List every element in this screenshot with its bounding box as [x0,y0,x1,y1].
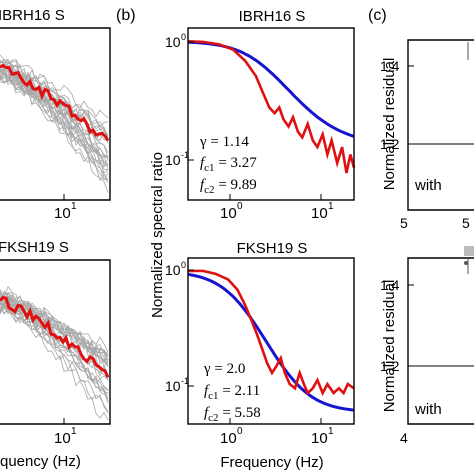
axes-frame [187,257,355,425]
x-tick-label: 5 [462,215,470,231]
y-tick-label: 1.2 [380,358,400,374]
b-y-axis-label: Normalized spectral ratio [149,152,166,318]
legend-marker [464,246,474,256]
x-tick-label: 4 [400,430,408,446]
left-x-axis-label: quency (Hz) [0,453,81,470]
x-tick-exponent: 1 [71,201,77,212]
fc2-text: fc2 = 9.89 [200,177,257,196]
c-bottom-y-axis-label: Normalized residual [381,280,398,413]
left-bottom-title: FKSH19 S [0,239,69,256]
x-tick-exponent: 0 [237,201,243,212]
x-tick-exponent: 1 [328,201,334,212]
gray-spectrum-line [0,68,109,139]
axes-frame [0,27,111,201]
gray-spectra-group [0,54,109,193]
y-tick-exponent: 0 [181,32,186,42]
c-top-inner-text: with [414,177,442,194]
y-tick-label: 10 [165,262,181,278]
x-tick-label: 10 [54,205,71,222]
panel-label-c: (c) [368,7,387,24]
observed-ratio-line [188,269,355,397]
x-tick-label: 5 [400,215,408,231]
y-tick-exponent: 0 [181,260,186,270]
gray-spectrum-line [0,290,109,368]
gray-spectra-group [0,286,109,421]
gray-spectrum-line [0,286,109,365]
y-tick-label: 10 [165,152,181,168]
panel-label-b: (b) [116,7,136,24]
fc1-text: fc1 = 3.27 [200,155,257,174]
mean-spectrum-line [0,295,110,378]
c-top-y-axis-label: Normalized residual [381,58,398,191]
gray-spectrum-line [0,72,109,159]
gamma-text: γ = 2.0 [203,361,245,377]
y-tick-label: 1.4 [380,277,400,293]
c-bottom-plot: 1.4 1.2 with 4 [380,246,474,446]
gray-spectrum-line [0,58,109,119]
gray-spectrum-line [0,305,109,414]
x-tick-exponent: 0 [237,426,243,437]
data-point [464,261,468,265]
axes-frame [187,27,355,201]
axes-frame [407,257,474,425]
c-bottom-inner-text: with [414,401,442,418]
y-tick-label: 10 [165,378,181,394]
param-box: γ = 2.0 fc1 = 2.11 fc2 = 5.58 [203,361,261,424]
x-tick-exponent: 1 [71,426,77,437]
x-tick-exponent: 1 [328,426,334,437]
axes-frame [407,39,474,211]
left-top-panel: IBRH16 S 10 1 [0,7,111,222]
y-tick-label: 1.2 [380,136,400,152]
gray-spectrum-line [0,296,109,355]
y-tick-exponent: -1 [181,150,189,160]
x-tick-label: 10 [220,205,237,222]
fc2-text: fc2 = 5.58 [204,405,261,424]
gray-spectrum-line [0,295,109,367]
b-bottom-title: FKSH19 S [237,240,308,257]
c-top-plot: 1.4 1.2 with 5 5 [380,39,474,231]
b-top-plot: IBRH16 S 10 0 10 -1 10 0 10 1 γ = 1.14 f… [165,8,356,222]
gray-spectrum-line [0,292,109,392]
gray-spectrum-line [0,69,109,193]
x-tick-label: 10 [311,205,328,222]
y-tick-label: 10 [165,34,181,50]
observed-ratio-line [187,40,356,174]
model-curve [187,40,355,138]
x-tick-label: 10 [311,430,328,447]
x-tick-label: 10 [220,430,237,447]
axes-frame [0,259,111,425]
y-tick-label: 1.4 [380,58,400,74]
gamma-text: γ = 1.14 [199,134,249,150]
b-x-axis-label: Frequency (Hz) [220,454,323,471]
b-top-title: IBRH16 S [239,8,306,25]
y-tick-exponent: -1 [181,376,189,386]
b-bottom-plot: FKSH19 S 10 0 10 -1 10 0 10 1 γ = 2.0 fc… [165,240,355,447]
left-bottom-panel: FKSH19 S 10 1 quency (Hz) [0,239,111,470]
model-curve [187,272,355,412]
mean-spectrum-line [0,63,110,142]
left-top-title: IBRH16 S [0,7,65,24]
gray-spectrum-line [0,74,109,183]
param-box: γ = 1.14 fc1 = 3.27 fc2 = 9.89 [199,134,257,196]
x-tick-label: 10 [54,430,71,447]
fc1-text: fc1 = 2.11 [204,383,260,402]
